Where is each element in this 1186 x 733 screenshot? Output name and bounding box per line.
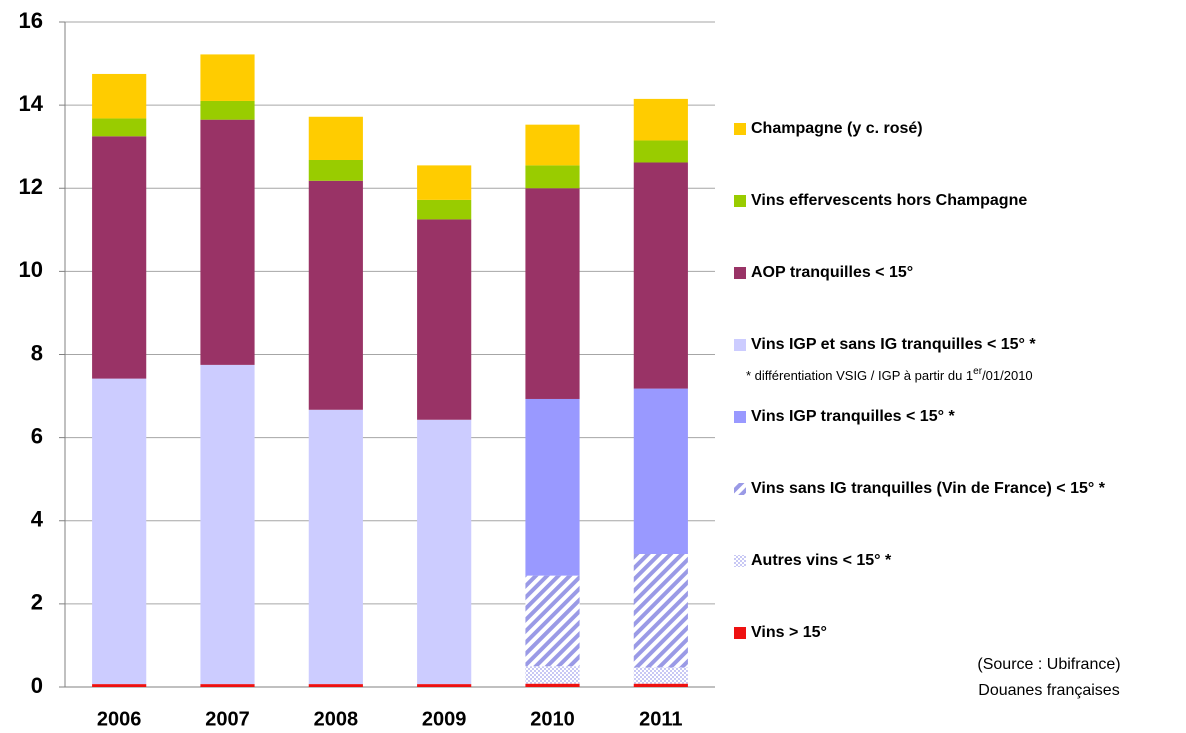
bar-segment — [525, 666, 580, 684]
x-tick-label: 2008 — [314, 708, 359, 730]
bar-segment — [92, 73, 147, 119]
note: * différentiation VSIG / IGP à partir du… — [746, 366, 1033, 384]
legend-label: Vins IGP et sans IG tranquilles < 15° * — [751, 336, 1036, 353]
legend-swatch — [734, 483, 746, 495]
y-tick-label: 6 — [31, 423, 43, 448]
legend-label: Vins sans IG tranquilles (Vin de France)… — [751, 480, 1106, 497]
y-tick-label: 14 — [19, 91, 44, 116]
bar-segment — [525, 124, 580, 166]
x-tick-label: 2011 — [639, 708, 682, 730]
y-tick-label: 8 — [31, 340, 43, 365]
bar-segment — [633, 162, 688, 389]
legend-swatch — [734, 555, 746, 567]
bar-segment — [92, 136, 147, 379]
bar-segment — [417, 684, 472, 687]
legend-label: AOP tranquilles < 15° — [751, 264, 913, 281]
x-tick-label: 2006 — [97, 708, 142, 730]
bar-segment — [308, 180, 363, 410]
y-tick-label: 10 — [19, 257, 43, 282]
bar-segment — [308, 116, 363, 160]
x-tick-label: 2010 — [530, 708, 575, 730]
legend-swatch — [734, 123, 746, 135]
bar-segment — [92, 118, 147, 137]
legend-label: Vins > 15° — [751, 624, 827, 641]
bar-segment — [633, 140, 688, 163]
bar-segment — [200, 54, 255, 101]
bar-segment — [200, 364, 255, 685]
bar-segment — [525, 398, 580, 576]
x-tick-label: 2007 — [205, 708, 250, 730]
bar-segment — [200, 100, 255, 120]
bar-segment — [200, 119, 255, 365]
bar-segment — [417, 219, 472, 420]
bar-segment — [633, 667, 688, 684]
legend-swatch — [734, 339, 746, 351]
bar-segment — [417, 199, 472, 220]
legend-swatch — [734, 195, 746, 207]
source: (Source : Ubifrance) — [977, 656, 1120, 673]
bar-segment — [417, 419, 472, 685]
bar-segment — [525, 575, 580, 667]
y-tick-label: 4 — [31, 507, 44, 532]
bar-segment — [525, 188, 580, 399]
y-tick-label: 16 — [19, 8, 43, 33]
bar-segment — [633, 388, 688, 554]
bar-segment — [633, 683, 688, 687]
note-sup: er — [973, 366, 983, 377]
source: Douanes françaises — [978, 682, 1119, 699]
bar-segment — [308, 684, 363, 687]
legend-swatch — [734, 411, 746, 423]
legend-label: Champagne (y c. rosé) — [751, 120, 923, 137]
legend-swatch — [734, 267, 746, 279]
y-tick-label: 0 — [31, 673, 43, 698]
legend-label: Vins effervescents hors Champagne — [751, 192, 1027, 209]
bar-segment — [633, 98, 688, 141]
bar-segment — [633, 554, 688, 668]
bar-segment — [525, 683, 580, 687]
bar-segment — [417, 165, 472, 200]
note-text: * différentiation VSIG / IGP à partir du… — [746, 368, 973, 383]
legend-label: Autres vins < 15° * — [751, 552, 892, 569]
note-text: /01/2010 — [982, 368, 1033, 383]
bar-segment — [525, 165, 580, 189]
bar-segment — [92, 378, 147, 685]
bar-segment — [308, 159, 363, 181]
legend-label: Vins IGP tranquilles < 15° * — [751, 408, 955, 425]
y-tick-label: 2 — [31, 590, 43, 615]
bar-segment — [92, 684, 147, 687]
x-tick-label: 2009 — [422, 708, 467, 730]
legend-swatch — [734, 627, 746, 639]
y-tick-label: 12 — [19, 174, 43, 199]
bar-segment — [308, 409, 363, 685]
bar-segment — [200, 684, 255, 687]
